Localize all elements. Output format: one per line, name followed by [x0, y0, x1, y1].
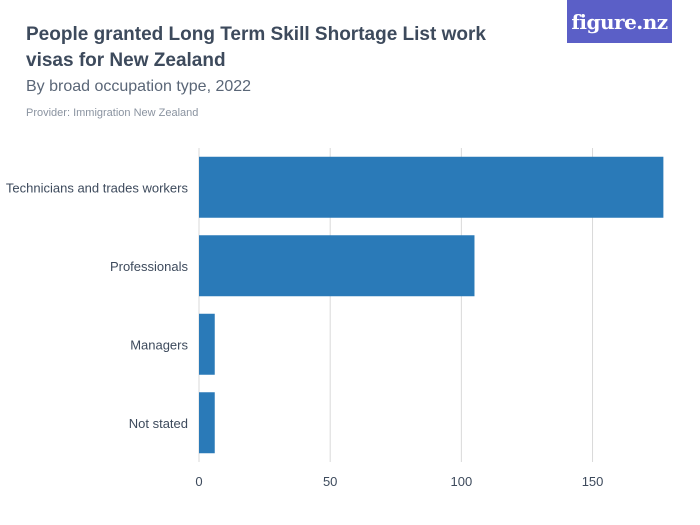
chart-title: People granted Long Term Skill Shortage …: [26, 24, 486, 71]
bar-professionals: [199, 235, 475, 297]
x-tick-label-0: 0: [195, 474, 202, 489]
figure-nz-logo[interactable]: figure.nz: [567, 0, 672, 43]
x-tick-label-100: 100: [451, 474, 473, 489]
bar-not-stated: [199, 392, 215, 454]
data-provider: Provider: Immigration New Zealand: [26, 107, 199, 119]
x-tick-label-50: 50: [323, 474, 337, 489]
chart-subtitle: By broad occupation type, 2022: [26, 78, 252, 95]
category-label-not-stated: Not stated: [129, 416, 188, 431]
category-label-professionals: Professionals: [110, 259, 189, 274]
bar-managers: [199, 313, 215, 375]
category-label-managers: Managers: [130, 337, 188, 352]
category-label-technicians-and-trades-workers: Technicians and trades workers: [6, 180, 189, 195]
bar-technicians-and-trades-workers: [199, 156, 664, 218]
x-tick-label-150: 150: [582, 474, 604, 489]
